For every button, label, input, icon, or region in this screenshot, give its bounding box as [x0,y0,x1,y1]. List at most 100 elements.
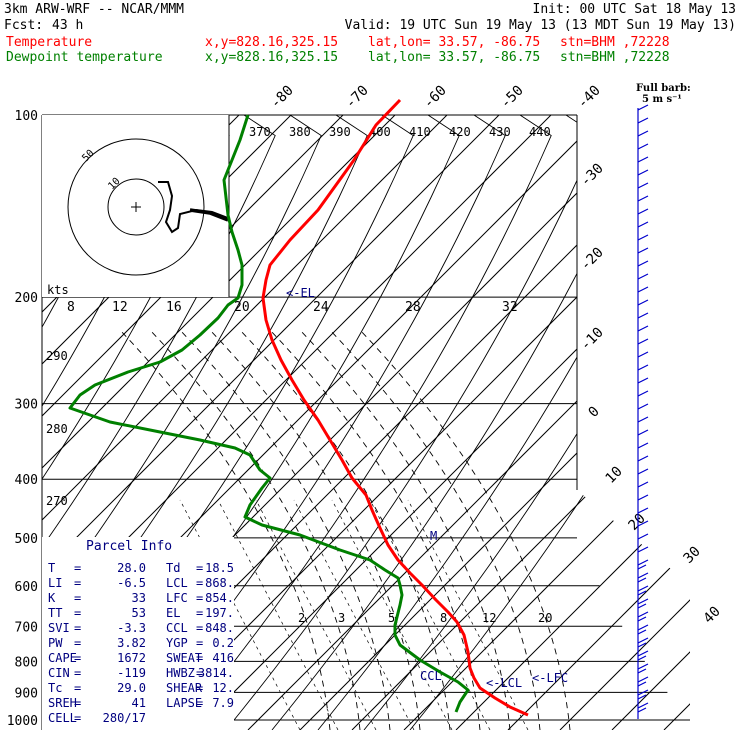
parcel-info-cell: 28.0 [117,561,146,575]
wind-barb-flag [637,494,649,501]
wind-barb-flag [637,234,649,241]
parcel-info-cell: = [74,666,82,680]
mixing-ratio-line [293,499,415,730]
parcel-info-cell: 1672 [117,651,146,665]
parcel-info-cell: 41 [131,696,146,710]
parcel-info-cell: YGP [166,636,188,650]
parcel-info-cell: = [196,576,204,590]
parcel-info-cell: SHEAR [166,681,203,695]
theta-label: 370 [249,125,271,139]
wind-barb-flag [637,520,649,527]
parcel-info-row: SVI = -3.3 CCL = 848. [48,621,234,636]
parcel-info-cell: LI [48,576,63,590]
parcel-info-cell: = [74,636,82,650]
mixing-ratio-label: 5 [388,611,395,625]
theta-label: 390 [329,125,351,139]
parcel-info-cell: LAPSE [166,696,203,710]
theta-label-left: 270 [46,494,68,508]
parcel-info-cell: PW [48,636,63,650]
parcel-info-cell: 12. [212,681,234,695]
mixing-ratio-label: 3 [338,611,345,625]
parcel-info-cell: = [196,651,204,665]
parcel-info-cell: = [196,591,204,605]
pressure-axis-labels: 100 200 300 400 500 600 700 800 900 1000 [7,109,38,729]
wind-barb-flag [637,442,649,449]
parcel-info-cell: = [74,681,82,695]
wind-barb-flag [637,130,649,137]
parcel-info-cell: = [74,591,82,605]
parcel-info-cell: -119 [117,666,146,680]
wind-barb-flag [637,676,649,683]
parcel-info-cell: = [196,666,204,680]
parcel-info-cell: CELL [48,711,77,725]
wind-barb-flag [637,694,647,700]
parcel-info-cell: -3.3 [117,621,146,635]
parcel-info-cell: HWBZ [166,666,195,680]
parcel-info-cell: = [196,696,204,710]
theta-label-left: 280 [46,422,68,436]
parcel-info-row: CELL = 280/17 [48,711,234,726]
parcel-info-cell: = [196,621,204,635]
ccl-annotation: CCL [420,669,442,683]
moist-adiabat-line [329,329,541,730]
pressure-label: 700 [15,620,38,635]
wind-barb-flag [637,364,649,371]
dewpoint-xy: x,y=828.16,325.15 [205,50,339,65]
wind-barb-flag [637,416,649,423]
wind-barb-flag [637,603,647,609]
moist-adiabat-line [149,329,361,730]
parcel-info-cell: T [48,561,56,575]
temperature-xy: x,y=828.16,325.15 [205,35,339,50]
full-barb-label: Full barb: [636,83,691,94]
hodograph-speed-label: 12 [112,300,128,315]
parcel-info-row: CAPE = 1672 SWEAT = 416 [48,651,234,666]
parcel-info-cell: 280/17 [102,711,146,725]
parcel-info-cell: 53 [131,606,146,620]
wind-barb-flag [637,707,647,713]
hodograph-unit-label: kts [47,283,69,297]
mixing-ratio-line [407,499,529,730]
theta-label: 410 [409,125,431,139]
hodograph-speed-label: 8 [67,300,75,315]
parcel-info-cell: 854. [205,591,234,605]
temperature-tick-label: -80 [268,83,297,112]
hodograph-speed-label: 24 [313,300,329,315]
isotherm-line [42,115,401,730]
wind-barb-flag [637,351,649,358]
dry-adiabat-line [179,115,552,730]
parcel-info-cell: 29.0 [117,681,146,695]
isotherm-line [351,115,690,730]
pressure-label: 400 [15,473,38,488]
temperature-tick-label: 40 [701,604,724,627]
wind-barb-flag [637,663,649,670]
dry-adiabat-line [42,115,322,730]
temperature-legend: Temperature [6,35,93,50]
temperature-profile [261,98,529,717]
parcel-info-cell: 197. [205,606,234,620]
parcel-info-cell: = [196,561,204,575]
parcel-info-cell: Tc [48,681,63,695]
pressure-label: 200 [15,291,38,306]
wind-barb-flag [637,221,649,228]
parcel-info-title: Parcel Info [86,539,173,554]
mixing-ratio-line [255,499,377,730]
wind-barb-flag [637,377,649,384]
dewpoint-legend: Dewpoint temperature [6,50,163,65]
wind-barb-flag [637,286,649,293]
sounding-annotations: <-EL M CCL <-LCL <-LFC [286,286,568,690]
parcel-info-cell: LCL [166,576,188,590]
parcel-info-cell: 18.5 [205,561,234,575]
wind-barb-flag [637,169,649,176]
wind-barb-flag [637,325,649,332]
temperature-tick-label: 10 [603,464,626,487]
wind-barb-flag [637,655,647,661]
wind-barb-flag [637,577,647,583]
dewpoint-station: stn=BHM ,72228 [560,50,670,65]
parcel-info-cell: 868. [205,576,234,590]
parcel-info-cell: = [74,621,82,635]
temperature-tick-label: 30 [681,544,704,567]
wind-barb-flag [637,564,647,570]
wind-barb-flag [637,611,649,618]
temperature-tick-label: -70 [343,83,372,112]
wind-barb-flag [637,598,649,605]
